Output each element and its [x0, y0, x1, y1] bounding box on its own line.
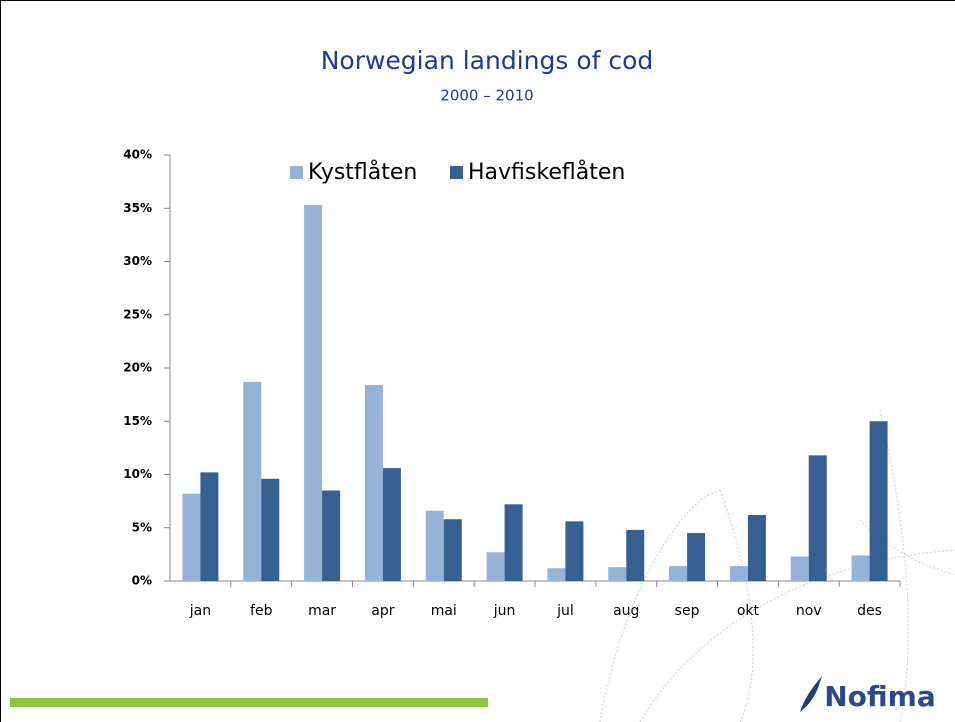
x-tick-label: nov: [796, 603, 822, 619]
y-tick-label: 30%: [123, 254, 152, 268]
y-tick-label: 35%: [123, 201, 152, 215]
x-tick-label: mar: [308, 603, 336, 619]
chart-subtitle: 2000 – 2010: [440, 87, 533, 105]
legend-label: Havfiskeflåten: [468, 159, 625, 185]
bar: [565, 521, 584, 581]
bar: [608, 567, 627, 581]
x-tick-label: jul: [556, 603, 574, 619]
legend-swatch: [450, 166, 463, 179]
bar: [747, 514, 766, 581]
x-tick-label: feb: [250, 603, 273, 619]
x-tick-label: jun: [493, 603, 516, 619]
bar: [547, 568, 566, 581]
bar: [486, 552, 505, 581]
bar: [504, 504, 523, 581]
bar: [304, 205, 323, 581]
logo: Nofima: [824, 680, 936, 713]
y-tick-label: 5%: [132, 520, 152, 534]
y-tick-label: 15%: [123, 414, 152, 428]
bar: [808, 455, 827, 581]
chart-title: Norwegian landings of cod: [321, 46, 654, 75]
bar: [243, 381, 262, 581]
bar: [687, 533, 706, 581]
bar: [626, 529, 645, 581]
legend-swatch: [290, 166, 303, 179]
bar: [669, 566, 688, 581]
y-tick-label: 40%: [123, 148, 152, 162]
bar: [425, 510, 444, 581]
bar: [790, 556, 809, 581]
bar: [729, 566, 748, 581]
bar: [261, 478, 280, 581]
x-tick-label: mai: [431, 603, 457, 619]
bar: [182, 493, 201, 581]
logo-icon: [800, 676, 822, 712]
x-tick-label: apr: [371, 603, 394, 619]
bar: [200, 472, 219, 581]
bar: [322, 490, 341, 581]
x-tick-label: jan: [189, 603, 211, 619]
bar: [851, 555, 870, 581]
green-bar: [10, 698, 488, 707]
bar: [869, 421, 888, 581]
x-tick-label: sep: [675, 603, 700, 619]
x-tick-label: des: [857, 603, 882, 619]
y-tick-label: 20%: [123, 361, 152, 375]
bar: [364, 385, 383, 581]
y-tick-label: 25%: [123, 307, 152, 321]
y-tick-label: 10%: [123, 467, 152, 481]
y-tick-label: 0%: [132, 574, 152, 588]
bar: [443, 519, 462, 581]
legend-label: Kystflåten: [308, 159, 417, 185]
x-tick-label: aug: [613, 603, 639, 619]
x-tick-label: okt: [737, 603, 760, 619]
bar: [382, 468, 401, 581]
